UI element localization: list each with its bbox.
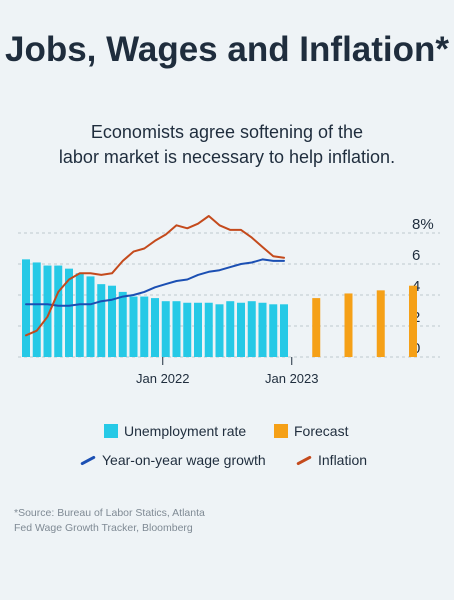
legend-inflation: Inflation xyxy=(296,452,367,468)
forecast-bar xyxy=(312,298,321,357)
forecast-swatch xyxy=(274,424,288,438)
unemployment-bar xyxy=(269,304,278,357)
forecast-bar xyxy=(344,293,353,357)
source-note: *Source: Bureau of Labor Statics, Atlant… xyxy=(14,506,314,536)
unemployment-bar xyxy=(65,268,73,357)
legend-inflation-label: Inflation xyxy=(318,452,368,468)
x-tick-label: Jan 2022 xyxy=(136,371,190,386)
inflation-line-swatch xyxy=(296,454,312,466)
source-line-1: *Source: Bureau of Labor Statics, Atlant… xyxy=(14,507,205,519)
unemployment-bar xyxy=(237,302,245,357)
unemployment-bar xyxy=(140,296,149,357)
unemployment-bar xyxy=(97,284,106,357)
unemployment-bar xyxy=(280,304,288,357)
unemployment-bar xyxy=(226,301,235,357)
wage-line-swatch xyxy=(80,454,96,466)
subtitle-line-1: Economists agree softening of the xyxy=(90,122,364,142)
unemployment-bar xyxy=(43,265,52,357)
unemployment-swatch xyxy=(104,424,118,438)
unemployment-bar xyxy=(161,301,170,357)
source-line-2: Fed Wage Growth Tracker, Bloomberg xyxy=(14,522,193,534)
legend-forecast: Forecast xyxy=(274,423,348,439)
chart-title: Jobs, Wages and Inflation* xyxy=(4,30,450,69)
legend-wage: Year-on-year wage growth xyxy=(80,452,266,468)
unemployment-bar xyxy=(22,259,30,357)
chart-subtitle: Economists agree softening of the labor … xyxy=(0,120,454,170)
unemployment-bar xyxy=(172,301,181,357)
y-tick-label: 6 xyxy=(412,247,420,264)
unemployment-bar xyxy=(32,262,41,357)
unemployment-bar xyxy=(204,302,213,357)
forecast-bar xyxy=(409,285,417,357)
unemployment-bar xyxy=(215,304,224,357)
inflation-line xyxy=(25,215,285,337)
unemployment-bar xyxy=(75,273,84,357)
forecast-bar xyxy=(376,290,385,357)
unemployment-bar xyxy=(129,296,138,357)
unemployment-bar xyxy=(108,285,116,357)
legend-unemployment: Unemployment rate xyxy=(104,423,246,439)
x-tick-label: Jan 2023 xyxy=(265,371,319,386)
subtitle-line-2: labor market is necessary to help inflat… xyxy=(58,147,396,167)
unemployment-bar xyxy=(118,291,127,357)
unemployment-bar xyxy=(54,265,63,357)
wage-growth-line xyxy=(25,258,285,307)
legend-wage-label: Year-on-year wage growth xyxy=(102,452,266,468)
legend-unemployment-label: Unemployment rate xyxy=(124,423,247,439)
unemployment-bar xyxy=(194,302,202,357)
unemployment-bar xyxy=(86,276,95,357)
unemployment-bar xyxy=(151,298,159,357)
legend-forecast-label: Forecast xyxy=(294,423,349,439)
unemployment-bar xyxy=(247,301,256,357)
unemployment-bar xyxy=(258,302,267,357)
y-tick-label: 8% xyxy=(412,216,434,233)
unemployment-bar xyxy=(183,302,192,357)
